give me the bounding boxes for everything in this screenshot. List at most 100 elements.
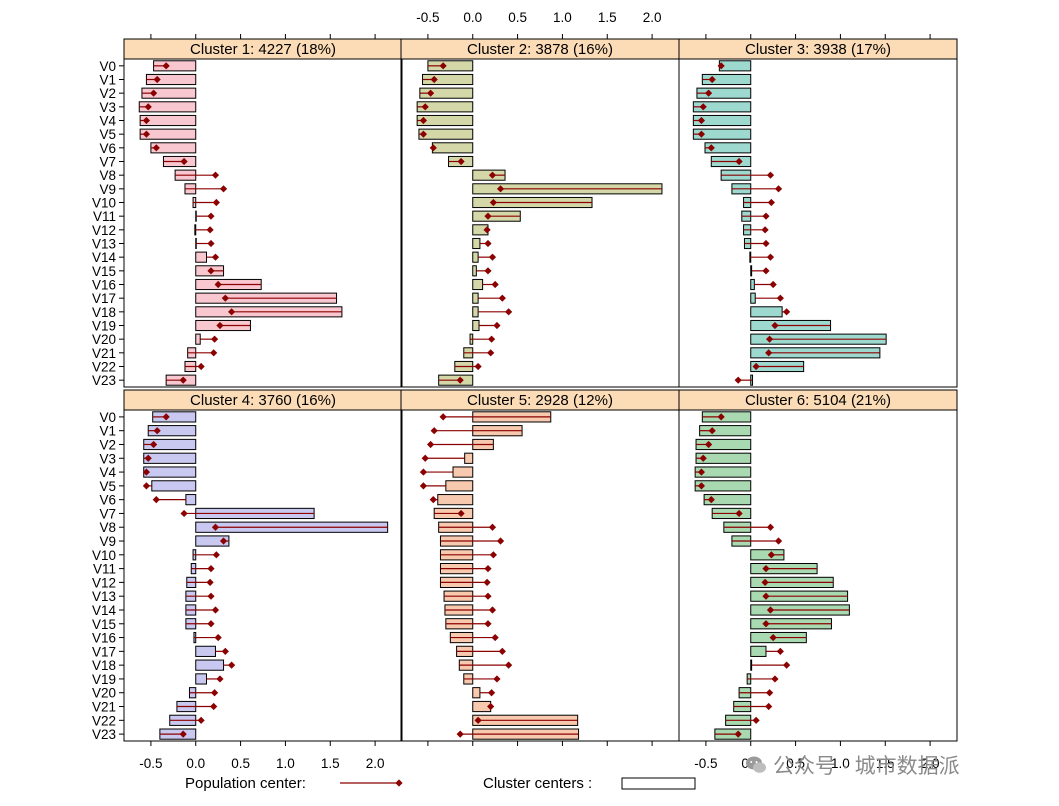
cluster-bar xyxy=(437,494,474,506)
population-center-marker xyxy=(219,185,228,193)
cluster-bar xyxy=(195,333,201,345)
x-tick-label: 1.0 xyxy=(831,756,850,771)
population-center-marker xyxy=(765,349,773,357)
x-tick-label: 2.0 xyxy=(921,756,940,771)
legend-population-label: Population center: xyxy=(185,775,306,792)
x-tick-label: 0.5 xyxy=(231,756,250,771)
population-center-marker xyxy=(769,280,777,289)
population-center-marker xyxy=(734,730,742,738)
population-center-marker xyxy=(767,198,775,207)
panel-frame xyxy=(678,38,958,388)
y-tick-label: V14 xyxy=(92,603,117,618)
cluster-bar xyxy=(151,480,197,492)
cluster-bar xyxy=(750,659,753,671)
population-center-marker xyxy=(474,716,482,724)
population-center-marker xyxy=(221,647,229,655)
population-center-marker xyxy=(484,239,492,248)
cluster-bar xyxy=(472,265,477,277)
population-center-marker xyxy=(142,468,151,476)
y-tick-label: V8 xyxy=(99,520,116,535)
population-center-marker xyxy=(210,702,218,711)
cluster-bar xyxy=(452,466,474,478)
population-center-marker xyxy=(211,253,220,261)
panel-title: Cluster 4: 3760 (16%) xyxy=(190,392,336,409)
cluster-bar xyxy=(472,306,479,318)
y-tick-label: V12 xyxy=(92,575,116,590)
population-center-marker xyxy=(491,633,499,642)
x-tick-label: 2.0 xyxy=(366,756,385,771)
legend-cluster-swatch xyxy=(621,777,696,790)
population-center-marker xyxy=(152,144,160,152)
population-center-marker xyxy=(699,454,707,462)
population-center-marker xyxy=(765,702,773,711)
population-center-marker xyxy=(488,253,497,261)
population-center-marker xyxy=(487,349,495,357)
y-tick-label: V15 xyxy=(92,264,116,279)
cluster-bar xyxy=(750,645,767,657)
x-tick-label: 1.5 xyxy=(321,756,340,771)
cluster-bar xyxy=(750,292,756,304)
population-center-marker xyxy=(153,427,161,435)
population-center-marker xyxy=(487,689,496,697)
cluster-bar xyxy=(195,645,216,657)
y-tick-label: V9 xyxy=(99,182,116,197)
population-center-marker xyxy=(484,620,492,628)
population-center-marker xyxy=(483,578,491,586)
population-center-marker xyxy=(142,130,151,138)
cluster-bar xyxy=(472,319,480,332)
y-tick-label: V19 xyxy=(92,672,116,687)
population-center-marker xyxy=(776,294,784,302)
population-center-marker xyxy=(180,509,188,518)
y-tick-label: V5 xyxy=(99,127,116,142)
population-center-marker xyxy=(483,226,491,234)
population-center-marker xyxy=(212,551,220,559)
population-center-marker xyxy=(766,606,775,614)
panel-title: Cluster 2: 3878 (16%) xyxy=(467,41,613,58)
population-center-marker xyxy=(142,482,151,490)
population-center-marker xyxy=(419,482,428,490)
population-center-marker xyxy=(708,75,716,84)
population-center-marker xyxy=(697,468,706,476)
y-tick-label: V18 xyxy=(92,305,116,320)
x-tick-label: 2.0 xyxy=(643,10,662,25)
y-tick-label: V5 xyxy=(99,479,116,494)
population-center-marker xyxy=(774,185,783,193)
watermark: 公众号 · 城市数据派 xyxy=(745,748,960,782)
population-center-marker xyxy=(735,157,743,166)
population-center-marker xyxy=(419,468,428,476)
cluster-bar xyxy=(195,251,208,263)
population-center-marker xyxy=(771,675,779,683)
population-center-marker xyxy=(493,321,501,330)
population-center-marker xyxy=(142,116,151,125)
panel-title: Cluster 6: 5104 (21%) xyxy=(745,392,891,409)
population-center-marker xyxy=(179,730,187,738)
x-tick-label: -0.5 xyxy=(416,10,439,25)
population-center-marker xyxy=(762,212,770,220)
y-tick-label: V15 xyxy=(92,617,116,632)
legend-cluster-label: Cluster centers : xyxy=(483,775,592,792)
population-center-marker xyxy=(704,440,713,449)
population-center-marker xyxy=(206,226,214,234)
y-tick-label: V9 xyxy=(99,534,116,549)
population-center-marker xyxy=(697,130,706,138)
y-tick-label: V12 xyxy=(92,223,116,238)
population-center-marker xyxy=(707,496,715,504)
population-center-marker xyxy=(474,362,482,371)
wechat-icon xyxy=(746,756,766,773)
population-center-marker xyxy=(439,413,447,421)
y-tick-label: V3 xyxy=(99,100,116,115)
population-center-marker xyxy=(767,551,775,559)
y-tick-label: V7 xyxy=(99,155,116,170)
population-center-marker xyxy=(707,144,715,152)
population-center-marker xyxy=(430,75,438,84)
population-center-marker xyxy=(699,103,707,111)
population-center-marker xyxy=(228,661,236,669)
population-center-marker xyxy=(429,144,437,152)
y-tick-label: V10 xyxy=(92,548,116,563)
population-center-marker xyxy=(761,578,769,586)
y-tick-label: V23 xyxy=(92,373,116,388)
population-center-marker xyxy=(456,376,464,384)
watermark-text: 公众号 · 城市数据派 xyxy=(773,755,960,778)
population-center-marker xyxy=(769,633,777,642)
population-center-marker xyxy=(766,253,775,261)
